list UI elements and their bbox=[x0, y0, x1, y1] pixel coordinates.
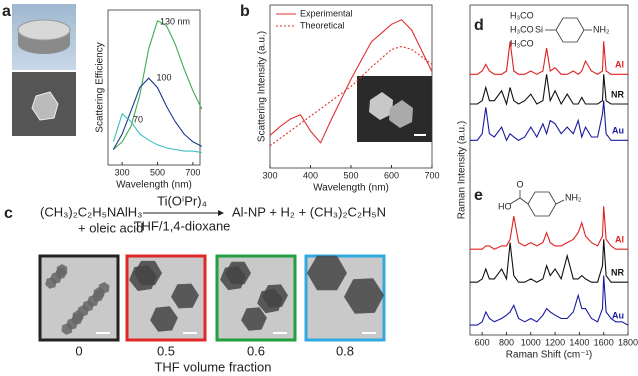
reactant: (CH₃)₂C₂H₅NAlH₃ bbox=[40, 204, 142, 219]
x-tick-label: 600 bbox=[475, 337, 490, 347]
y-axis-label: Scattering Intensity (a.u.) bbox=[257, 31, 268, 142]
nanoparticle bbox=[241, 307, 267, 331]
arrow-head bbox=[218, 210, 224, 216]
x-tick-label: 1400 bbox=[569, 337, 589, 347]
nanoparticle bbox=[45, 277, 57, 289]
catalyst: Ti(OⁱPr)₄ bbox=[157, 193, 207, 208]
molecule-label: HO bbox=[498, 201, 512, 211]
legend-label: Experimental bbox=[300, 8, 353, 18]
y-axis-label: Raman Intensity (a.u.) bbox=[457, 121, 468, 219]
series-label: 70 bbox=[133, 114, 143, 124]
nanoparticle bbox=[72, 310, 84, 322]
panel-label: b bbox=[240, 3, 250, 20]
x-axis-label: Wavelength (nm) bbox=[313, 183, 389, 194]
molecule-label: O bbox=[516, 179, 523, 189]
disk-top bbox=[17, 19, 71, 41]
x-tick-label: 700 bbox=[185, 167, 200, 177]
nanoparticle bbox=[129, 265, 157, 291]
legend-label: Theoretical bbox=[300, 20, 345, 30]
series-line bbox=[470, 74, 628, 106]
series-line bbox=[470, 239, 628, 283]
molecule-label: H₃CO bbox=[510, 38, 534, 48]
series-label: Au bbox=[612, 126, 624, 136]
molecule-label: H₃CO bbox=[510, 10, 534, 20]
x-tick-label: 400 bbox=[303, 170, 318, 180]
fraction-label: 0.6 bbox=[247, 343, 265, 358]
plot-frame bbox=[469, 4, 629, 336]
series-line bbox=[112, 20, 203, 150]
molecule-label: H₃CO bbox=[510, 24, 534, 34]
fraction-label: 0 bbox=[75, 343, 82, 358]
inset-particle bbox=[369, 92, 393, 120]
plot-frame bbox=[107, 9, 201, 166]
molecule-e bbox=[509, 190, 565, 217]
series-label: 100 bbox=[156, 72, 171, 82]
scale-bar bbox=[273, 332, 287, 334]
x-tick-label: 800 bbox=[499, 337, 514, 347]
nanoparticle bbox=[257, 288, 283, 314]
series-label: Al bbox=[615, 235, 624, 245]
molecule-label: NH₂ bbox=[593, 24, 610, 34]
x-tick-label: 1600 bbox=[594, 337, 614, 347]
series-label: Al bbox=[615, 60, 624, 70]
nanoparticle bbox=[150, 306, 178, 332]
nanoparticle bbox=[220, 265, 246, 291]
products: Al-NP + H₂ + (CH₃)₂C₂H₅N bbox=[232, 204, 386, 219]
x-tick-label: 500 bbox=[343, 170, 358, 180]
x-tick-label: 500 bbox=[150, 167, 165, 177]
y-axis-label: Scattering Efficiency bbox=[95, 42, 106, 132]
scale-bar bbox=[96, 332, 110, 334]
x-tick-label: 300 bbox=[115, 167, 130, 177]
panel-label: d bbox=[474, 17, 484, 34]
inset-particle bbox=[389, 100, 413, 128]
molecule-d bbox=[545, 17, 592, 43]
series-line bbox=[269, 45, 433, 147]
scale-bar bbox=[362, 332, 376, 334]
series-label: NR bbox=[611, 89, 624, 99]
x-tick-label: 600 bbox=[384, 170, 399, 180]
reactant: + oleic acid bbox=[78, 220, 143, 235]
series-line bbox=[112, 77, 203, 150]
x-tick-label: 300 bbox=[262, 170, 277, 180]
x-tick-label: 700 bbox=[424, 170, 439, 180]
nanoparticle bbox=[171, 283, 199, 309]
fraction-label: 0.8 bbox=[336, 343, 354, 358]
series-line bbox=[112, 112, 202, 154]
nanoparticle bbox=[61, 323, 73, 335]
panel-label: a bbox=[2, 3, 11, 20]
scale-bar bbox=[183, 332, 197, 334]
series-line bbox=[470, 275, 629, 326]
nanoparticle bbox=[56, 264, 68, 276]
x-axis-label: Raman Shift (cm⁻¹) bbox=[506, 350, 592, 361]
tem-xlabel: THF volume fraction bbox=[154, 359, 271, 374]
panel-label: c bbox=[4, 205, 13, 222]
x-tick-label: 1000 bbox=[521, 337, 541, 347]
sem-particle bbox=[31, 91, 59, 121]
series-line bbox=[269, 19, 433, 144]
molecule-label: NH₂ bbox=[565, 192, 582, 202]
nanoparticle bbox=[307, 255, 347, 291]
x-tick-label: 1800 bbox=[618, 337, 638, 347]
nanoparticle bbox=[344, 278, 384, 314]
panel-label: e bbox=[474, 187, 483, 204]
series-line bbox=[470, 100, 628, 142]
solvent: THF/1,4-dioxane bbox=[134, 218, 231, 233]
series-line bbox=[470, 41, 628, 75]
series-label: NR bbox=[611, 268, 624, 278]
nanoparticle bbox=[93, 287, 105, 299]
x-tick-label: 1200 bbox=[545, 337, 565, 347]
series-line bbox=[470, 206, 628, 250]
series-label: Au bbox=[612, 310, 624, 320]
scale-bar bbox=[414, 134, 426, 136]
fraction-label: 0.5 bbox=[157, 343, 175, 358]
tem-image bbox=[38, 254, 120, 342]
series-label: 130 nm bbox=[160, 16, 190, 26]
molecule-label: Si bbox=[535, 24, 543, 34]
x-axis-label: Wavelength (nm) bbox=[116, 180, 192, 191]
